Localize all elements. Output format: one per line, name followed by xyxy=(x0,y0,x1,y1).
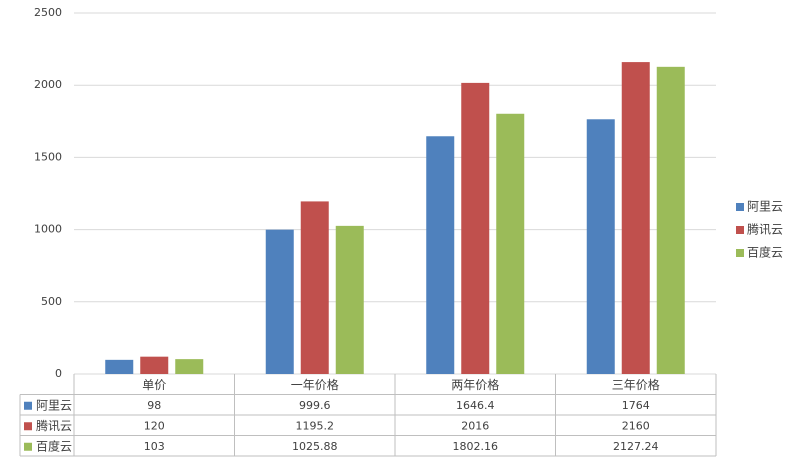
data-label: 120 xyxy=(144,419,165,432)
y-tick-label: 500 xyxy=(41,295,62,308)
bar-2-1 xyxy=(140,356,169,374)
y-tick-label: 1500 xyxy=(34,150,62,163)
y-tick-label: 2000 xyxy=(34,78,62,91)
legend-key xyxy=(736,226,744,234)
data-label: 1646.4 xyxy=(456,399,495,412)
category-label: 三年价格 xyxy=(612,377,660,392)
legend-label: 阿里云 xyxy=(747,200,783,214)
data-label: 103 xyxy=(144,440,165,453)
legend-key xyxy=(736,249,744,257)
bar-1-3 xyxy=(426,136,455,374)
bar-3-3 xyxy=(496,113,525,374)
data-label: 2016 xyxy=(461,419,489,432)
data-label: 98 xyxy=(147,399,161,412)
bar-1-1 xyxy=(105,359,134,374)
y-tick-label: 2500 xyxy=(34,6,62,19)
category-label: 单价 xyxy=(142,378,166,392)
y-tick-label: 0 xyxy=(55,367,62,380)
legend-label: 百度云 xyxy=(747,245,783,260)
table-series-label: 百度云 xyxy=(36,438,72,453)
table-series-label: 腾讯云 xyxy=(36,418,72,433)
table-legend-key xyxy=(24,442,32,451)
bar-2-4 xyxy=(621,62,650,374)
bar-3-2 xyxy=(335,225,364,374)
category-label: 一年价格 xyxy=(291,377,339,392)
data-label: 999.6 xyxy=(299,399,331,412)
data-label: 1025.88 xyxy=(292,440,338,453)
bar-1-2 xyxy=(265,229,294,374)
category-label: 两年价格 xyxy=(451,377,499,392)
y-tick-label: 1000 xyxy=(34,223,62,236)
table-series-label: 阿里云 xyxy=(36,398,72,412)
bar-1-4 xyxy=(586,119,615,374)
data-label: 2127.24 xyxy=(613,440,659,453)
bar-3-1 xyxy=(175,359,204,374)
data-label: 1802.16 xyxy=(453,440,499,453)
bar-3-4 xyxy=(656,66,685,375)
table-legend-key xyxy=(24,401,32,410)
legend-label: 腾讯云 xyxy=(747,222,783,237)
legend-key xyxy=(736,203,744,211)
bar-2-3 xyxy=(461,82,490,375)
data-label: 1764 xyxy=(622,399,650,412)
data-label: 2160 xyxy=(622,419,650,432)
bar-2-2 xyxy=(300,201,329,374)
table-legend-key xyxy=(24,422,32,431)
data-label: 1195.2 xyxy=(296,419,335,432)
